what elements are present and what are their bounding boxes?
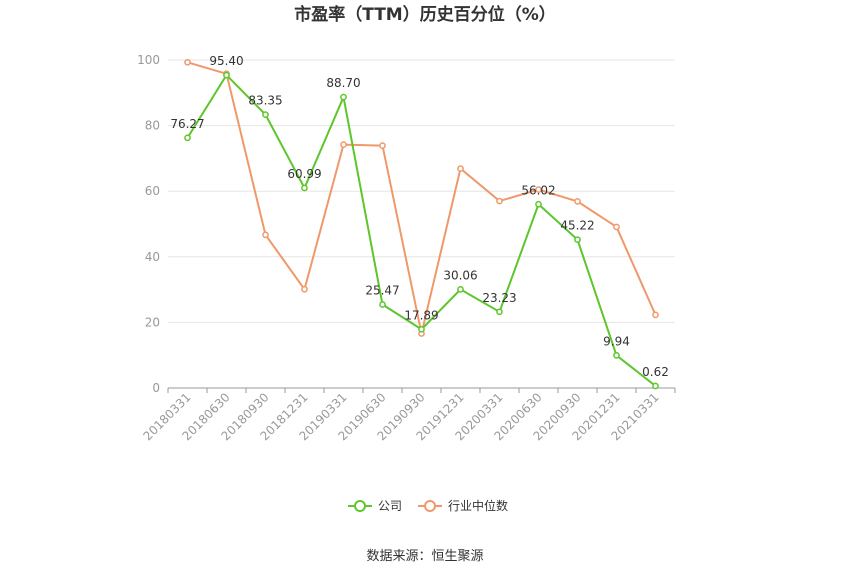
data-point[interactable] — [262, 231, 269, 239]
legend-label: 行业中位数 — [448, 498, 508, 513]
data-labels: 76.27 95.40 83.35 60.99 88.70 25.47 17.89 30.06… — [170, 54, 669, 379]
data-point[interactable] — [652, 311, 659, 319]
grid — [168, 59, 675, 323]
data-point[interactable] — [184, 58, 191, 66]
data-label: 76.27 — [170, 117, 204, 131]
data-point[interactable] — [613, 223, 620, 231]
data-point[interactable] — [496, 308, 503, 316]
data-point[interactable] — [574, 236, 581, 244]
data-point[interactable] — [223, 71, 230, 79]
data-point[interactable] — [457, 286, 464, 293]
data-point[interactable] — [457, 165, 464, 172]
data-label: 56.02 — [521, 183, 555, 197]
legend-label: 公司 — [378, 499, 402, 513]
data-point[interactable] — [379, 301, 386, 308]
series-company — [184, 71, 659, 390]
data-point[interactable] — [652, 382, 659, 390]
data-point[interactable] — [496, 197, 503, 205]
legend-marker — [424, 500, 436, 512]
x-axis: 2018033120180630201809302018123120190331… — [141, 387, 676, 443]
data-point[interactable] — [535, 186, 542, 193]
data-label: 88.70 — [326, 76, 360, 90]
data-label: 83.35 — [248, 94, 282, 108]
data-label: 25.47 — [365, 283, 399, 297]
data-label: 17.89 — [404, 308, 438, 322]
data-label: 30.06 — [443, 268, 477, 282]
source-text: 数据来源：恒生聚源 — [366, 549, 483, 564]
y-tick-label: 80 — [145, 119, 160, 133]
data-point[interactable] — [574, 198, 581, 205]
chart-title: 市盈率（TTM）历史百分位（%） — [294, 4, 556, 25]
legend-item-industry-median[interactable]: 行业中位数 — [418, 498, 508, 513]
data-point[interactable] — [184, 134, 191, 142]
data-label: 95.40 — [209, 54, 243, 68]
legend[interactable]: 公司 行业中位数 — [348, 498, 508, 513]
data-point[interactable] — [418, 325, 425, 333]
legend-item-company[interactable]: 公司 — [348, 499, 402, 513]
data-point[interactable] — [301, 184, 308, 192]
series-layer: 76.27 95.40 83.35 60.99 88.70 25.47 17.89 30.06… — [170, 54, 669, 390]
series-industry-median — [184, 58, 659, 337]
data-point[interactable] — [340, 93, 347, 101]
y-tick-label: 60 — [145, 184, 160, 198]
y-tick-label: 40 — [145, 250, 160, 264]
y-axis-ticks: 0 20 40 60 80 100 — [137, 53, 160, 395]
data-point[interactable] — [379, 142, 386, 149]
y-tick-label: 100 — [137, 53, 160, 67]
data-label: 23.23 — [482, 291, 516, 305]
data-label: 0.62 — [642, 365, 669, 379]
legend-marker — [354, 500, 366, 512]
data-label: 60.99 — [287, 167, 321, 181]
data-point[interactable] — [613, 352, 620, 359]
data-point[interactable] — [340, 141, 347, 148]
y-tick-label: 0 — [152, 381, 160, 395]
y-tick-label: 20 — [145, 315, 160, 329]
data-point[interactable] — [262, 111, 269, 118]
data-point[interactable] — [535, 200, 542, 208]
data-label: 9.94 — [603, 334, 630, 348]
data-point[interactable] — [301, 285, 308, 293]
data-label: 45.22 — [560, 219, 594, 233]
